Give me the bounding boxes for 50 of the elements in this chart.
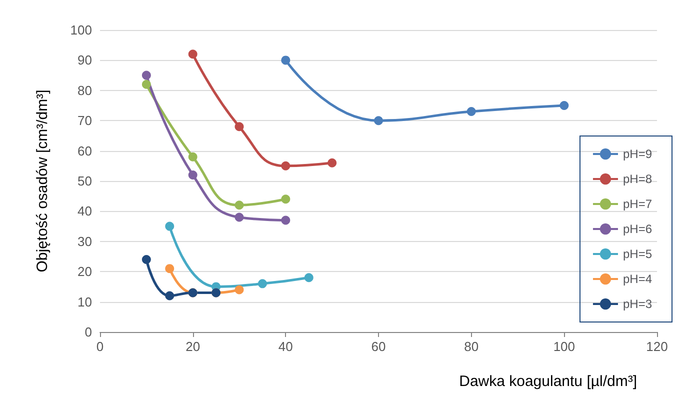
point <box>165 222 174 231</box>
x-tick-label: 0 <box>96 339 104 354</box>
legend-label: pH=3 <box>622 297 652 311</box>
y-tick-label: 0 <box>84 324 92 340</box>
point <box>142 255 151 264</box>
point <box>560 101 569 110</box>
legend-label: pH=9 <box>622 147 652 161</box>
y-axis-title: Objętość osadów [cm³/dm³] <box>34 90 51 272</box>
point <box>188 50 198 59</box>
x-axis-title: Dawka koagulantu [µl/dm³] <box>459 373 637 390</box>
x-tick-label: 60 <box>371 339 386 354</box>
y-tick-label: 100 <box>70 22 92 38</box>
y-tick-label: 20 <box>78 264 92 280</box>
x-tick-label: 80 <box>464 339 479 354</box>
point <box>234 200 244 210</box>
y-tick-label: 40 <box>78 204 92 219</box>
point <box>466 107 476 116</box>
legend-label: pH=7 <box>622 197 652 211</box>
point <box>328 158 337 168</box>
y-tick-label: 60 <box>78 143 92 158</box>
point <box>234 212 244 222</box>
point <box>281 216 290 225</box>
point <box>234 122 244 132</box>
point <box>258 279 267 288</box>
y-tick-label: 70 <box>78 113 92 128</box>
legend-label: pH=6 <box>622 222 652 236</box>
point <box>165 291 174 300</box>
legend-label: pH=4 <box>622 272 652 286</box>
point <box>188 170 198 180</box>
point <box>234 285 244 294</box>
y-tick-label: 10 <box>78 294 92 310</box>
x-tick-label: 120 <box>646 339 668 354</box>
point <box>281 194 290 204</box>
point <box>281 56 290 65</box>
y-tick-label: 30 <box>78 234 92 249</box>
legend-label: pH=8 <box>622 172 652 186</box>
y-tick-label: 80 <box>78 82 92 98</box>
point <box>304 273 314 282</box>
point <box>374 116 383 126</box>
y-tick-label: 50 <box>78 174 92 188</box>
point <box>142 70 151 80</box>
y-tick-label: 90 <box>78 52 92 68</box>
point <box>142 80 151 89</box>
legend-label: pH=5 <box>622 247 652 261</box>
point <box>165 264 174 274</box>
point <box>281 161 290 170</box>
x-tick-label: 100 <box>553 339 576 354</box>
x-tick-label: 20 <box>186 339 200 354</box>
x-tick-label: 40 <box>278 339 293 354</box>
point <box>188 152 198 162</box>
